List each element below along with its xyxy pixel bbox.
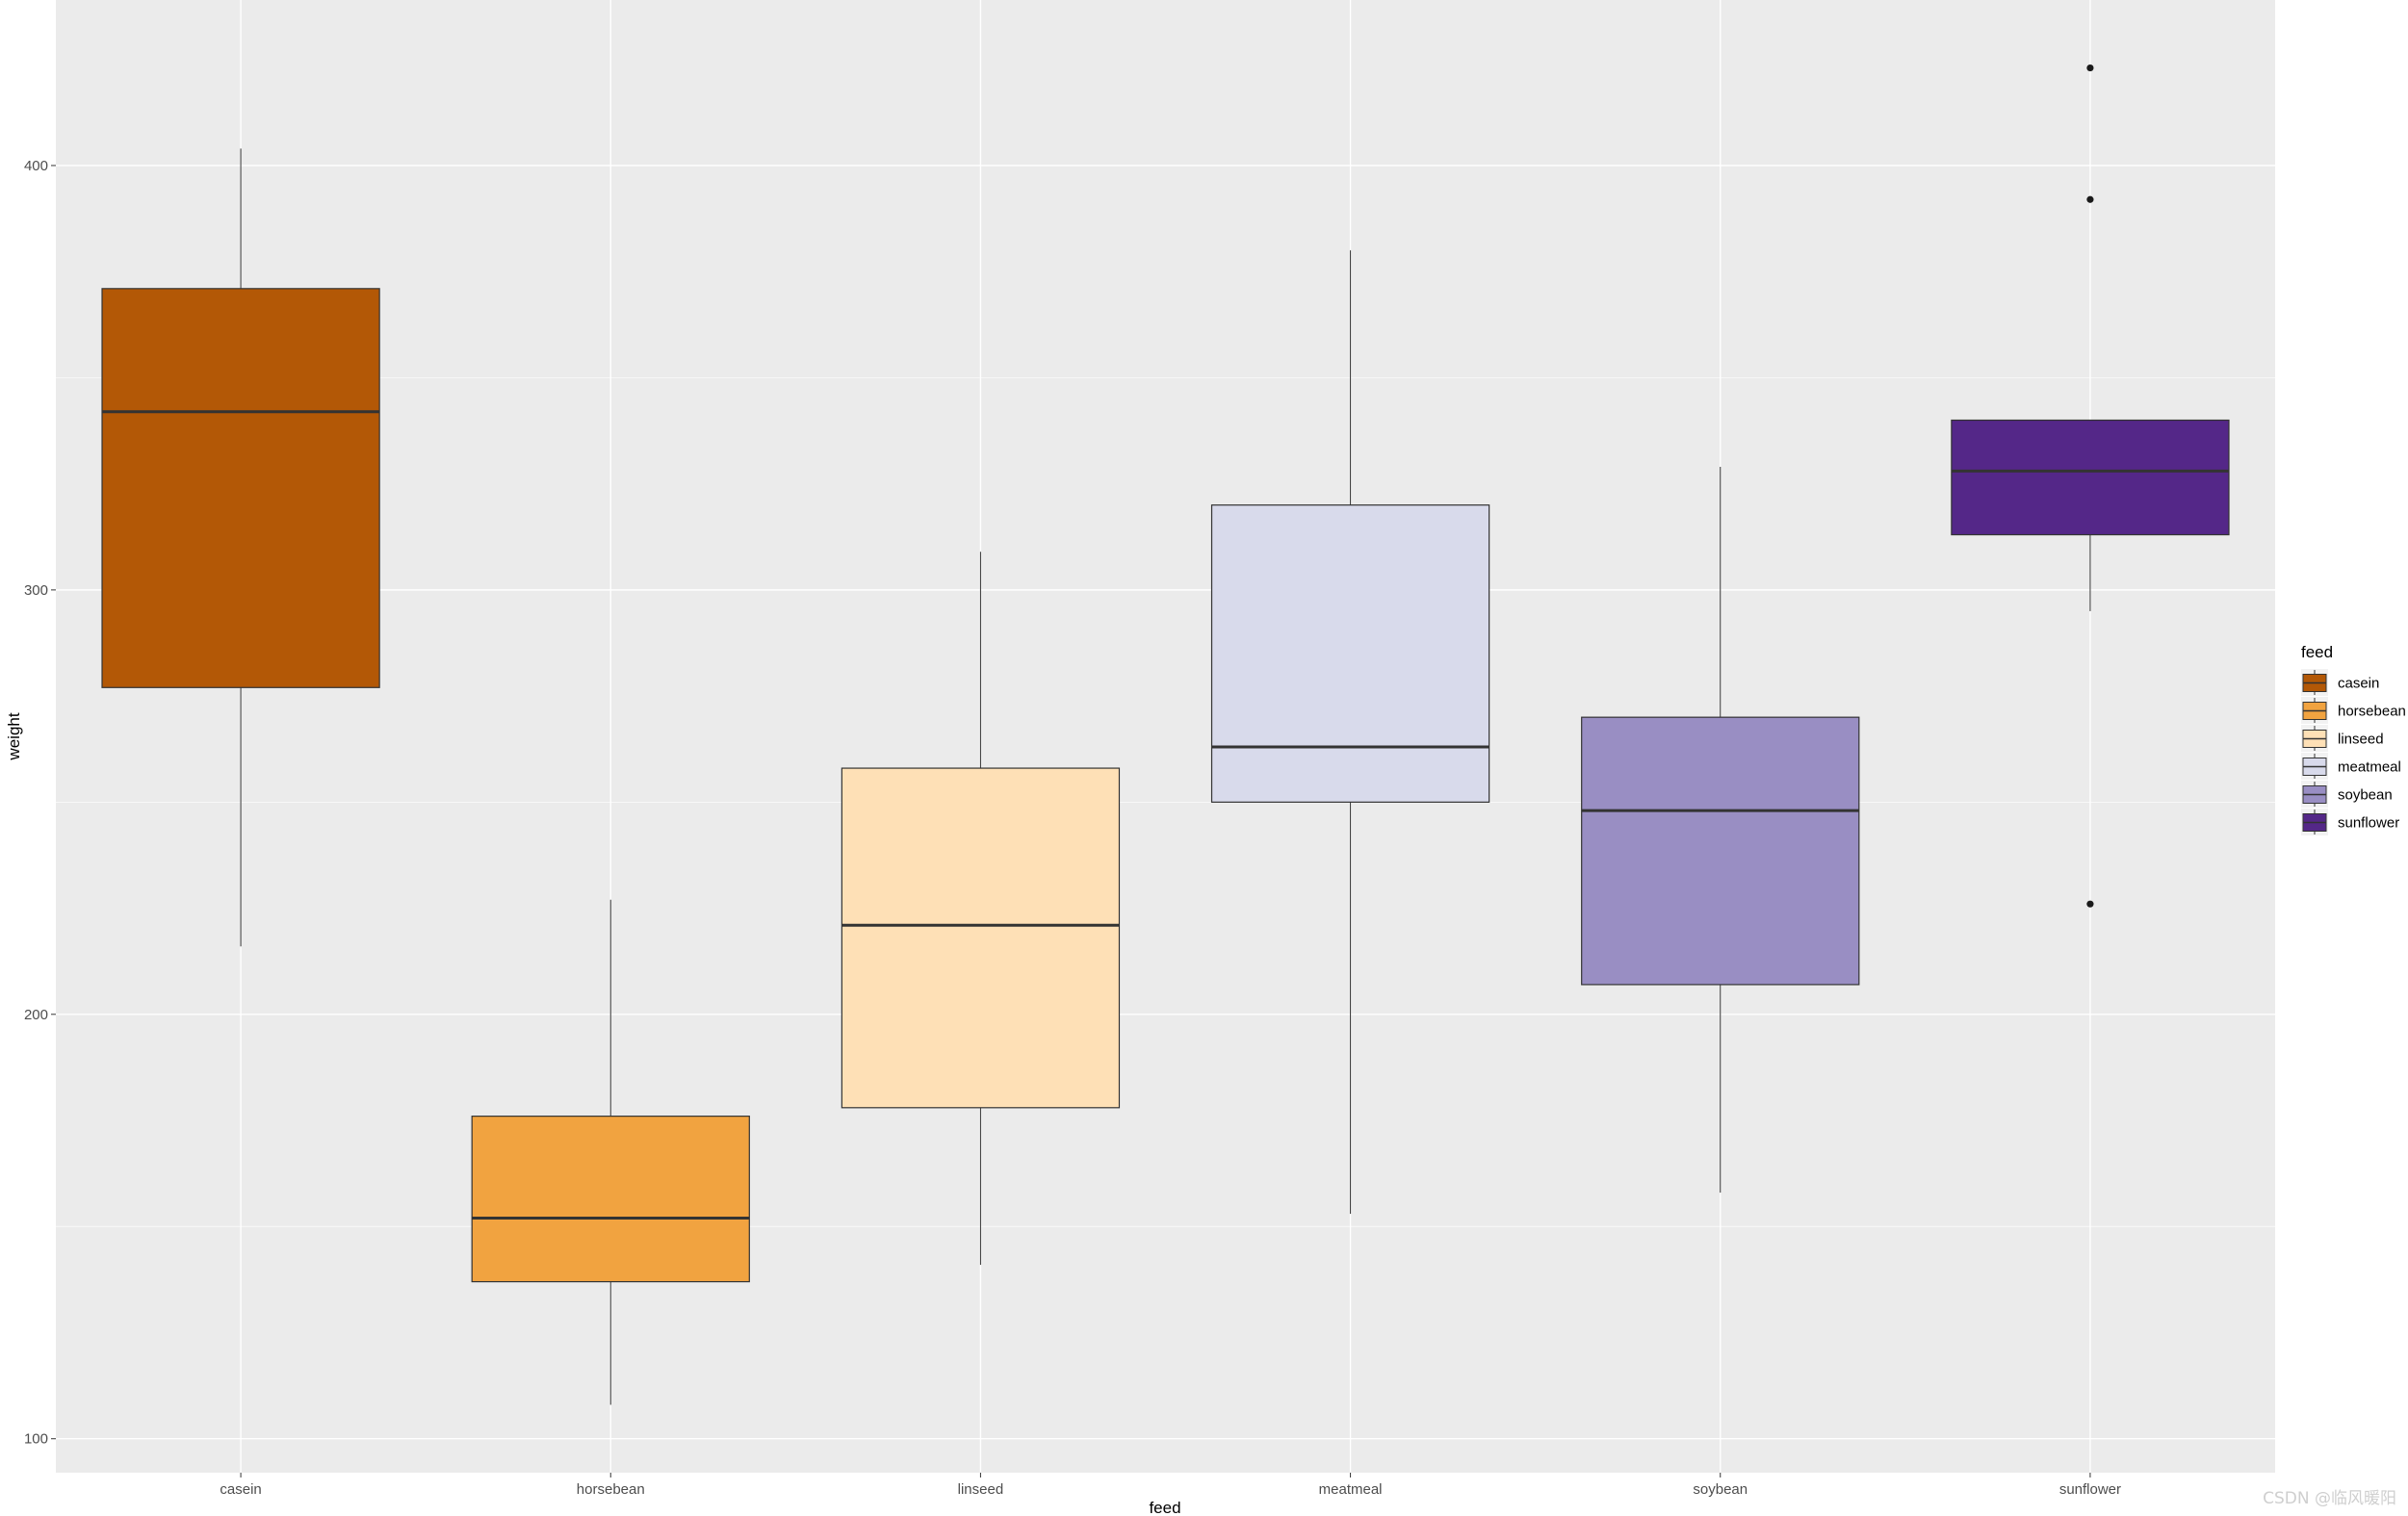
legend-label-soybean: soybean — [2338, 787, 2393, 804]
legend-key-soybean — [2301, 781, 2328, 808]
legend-key-meatmeal — [2301, 753, 2328, 780]
outlier-point — [2086, 195, 2094, 203]
box-body — [1210, 504, 1490, 803]
x-axis: casein horsebean linseed meatmeal soybean sun… — [220, 1473, 2121, 1498]
y-tick-label: 400 — [24, 158, 48, 174]
legend-key-sunflower — [2301, 809, 2328, 835]
x-tick-label: sunflower — [2059, 1481, 2121, 1498]
legend-key-horsebean — [2301, 697, 2328, 724]
box-meatmeal — [1210, 250, 1490, 1215]
box-sunflower — [1951, 64, 2230, 908]
box-soybean — [1581, 467, 1860, 1193]
x-tick-label: soybean — [1693, 1481, 1748, 1498]
grid-minor — [56, 377, 2275, 1227]
box-body — [1951, 419, 2230, 536]
box-body — [1581, 716, 1860, 986]
x-tick-label: meatmeal — [1319, 1481, 1383, 1498]
boxplot-series — [101, 64, 2230, 1405]
y-tick-label: 200 — [24, 1007, 48, 1023]
legend-label-casein: casein — [2338, 676, 2379, 692]
legend-title: feed — [2301, 643, 2333, 661]
box-body — [471, 1116, 750, 1283]
box-body — [841, 767, 1121, 1109]
x-tick-label: horsebean — [577, 1481, 645, 1498]
box-linseed — [841, 552, 1121, 1265]
box-casein — [101, 148, 380, 947]
legend-key-casein — [2301, 669, 2328, 696]
legend-label-sunflower: sunflower — [2338, 815, 2399, 832]
box-horsebean — [471, 899, 750, 1405]
x-tick-label: linseed — [958, 1481, 1004, 1498]
panel-background — [56, 0, 2275, 1473]
watermark: CSDN @临风暖阳 — [2263, 1489, 2396, 1508]
legend-label-horsebean: horsebean — [2338, 704, 2406, 720]
outlier-point — [2086, 900, 2094, 908]
y-tick-label: 100 — [24, 1431, 48, 1448]
x-tick-label: casein — [220, 1481, 261, 1498]
outlier-point — [2086, 64, 2094, 72]
legend-key-linseed — [2301, 725, 2328, 752]
legend-label-linseed: linseed — [2338, 732, 2384, 748]
x-axis-title: feed — [1149, 1499, 1180, 1516]
legend-label-meatmeal: meatmeal — [2338, 759, 2401, 776]
y-axis: 100 200 300 400 — [24, 158, 56, 1448]
box-body — [101, 288, 380, 688]
y-axis-title: weight — [5, 712, 23, 760]
legend: feed casein horsebean linseed meatmeal soybe… — [2301, 643, 2406, 835]
y-tick-label: 300 — [24, 582, 48, 599]
